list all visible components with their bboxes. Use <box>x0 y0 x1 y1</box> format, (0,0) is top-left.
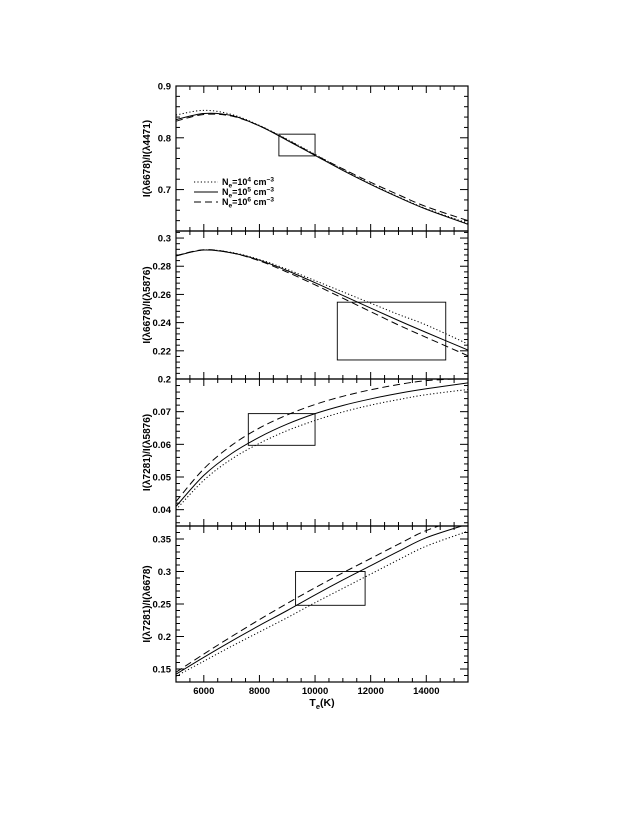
series-line-dashed <box>176 113 468 222</box>
y-axis-label: I(λ7281)/I(λ6678) <box>142 565 153 642</box>
y-tick-label: 0.05 <box>153 473 172 484</box>
chart-panel-4: 0.15 0.2 0.25 0.3 0.35 6000 8000 10000 12000 1400… <box>142 525 469 711</box>
plot-frame <box>175 525 469 683</box>
y-tick-label: 0.24 <box>153 318 172 329</box>
y-tick-label: 0.35 <box>153 535 172 546</box>
series-line-solid <box>176 382 468 507</box>
observation-box <box>295 571 366 606</box>
y-tick-label: 0.07 <box>153 407 172 418</box>
observation-box <box>278 133 316 157</box>
y-tick-label: 0.06 <box>153 440 172 451</box>
y-tick-label: 0.15 <box>153 665 172 676</box>
legend-entry: Ne=104 cm−3 <box>222 177 274 190</box>
chart-panel-3: 0.04 0.05 0.06 0.07 0.2 I(λ7281)/I(λ5876) <box>142 375 469 527</box>
x-tick-label: 8000 <box>249 686 270 697</box>
series-line-solid <box>176 112 468 225</box>
y-tick-label: 0.2 <box>158 375 171 386</box>
y-axis-label: I(λ7281)/I(λ5876) <box>142 414 153 491</box>
y-tick-label: 0.25 <box>153 600 172 611</box>
legend-entry: Ne=105 cm−3 <box>222 187 274 200</box>
series-line-dotted <box>176 109 468 224</box>
y-tick-label: 0.3 <box>158 234 171 245</box>
series-line-dashed <box>176 526 441 673</box>
series-line-dashed <box>176 249 468 357</box>
y-tick-label: 0.26 <box>153 290 172 301</box>
legend-entry: Ne=106 cm−3 <box>222 197 274 210</box>
y-tick-label: 0.22 <box>153 346 172 357</box>
y-tick-label: 0.7 <box>158 185 171 196</box>
y-tick-label: 0.28 <box>153 262 172 273</box>
y-tick-label: 0.04 <box>153 505 172 516</box>
series-line-dotted <box>176 530 468 677</box>
series-line-solid <box>176 526 464 675</box>
chart-panel-2: 0.22 0.24 0.26 0.28 0.3 I(λ6678)/I(λ5876) <box>142 230 469 380</box>
observation-box <box>247 413 316 446</box>
series-line-dotted <box>176 388 468 511</box>
x-tick-label: 12000 <box>357 686 383 697</box>
legend: Ne=104 cm−3Ne=105 cm−3Ne=106 cm−3 <box>194 177 274 210</box>
y-tick-label: 0.9 <box>158 82 171 93</box>
series-line-dotted <box>176 249 468 345</box>
y-axis-label: I(λ6678)/I(λ5876) <box>142 266 153 343</box>
chart-panel-1: 0.70.80.9I(λ6678)/I(λ4471) Ne=104 cm−3Ne=… <box>142 82 469 232</box>
plot-frame <box>175 230 469 380</box>
x-tick-label: 6000 <box>193 686 214 697</box>
x-axis-label: Te(K) <box>309 697 334 711</box>
observation-box <box>336 301 447 361</box>
y-tick-label: 0.2 <box>158 632 171 643</box>
y-tick-label: 0.8 <box>158 133 171 144</box>
series-line-solid <box>176 249 468 351</box>
x-tick-label: 10000 <box>302 686 328 697</box>
x-tick-label: 14000 <box>413 686 439 697</box>
series-line-dashed <box>176 379 465 502</box>
y-tick-label: 0.3 <box>158 567 171 578</box>
y-axis-label: I(λ6678)/I(λ4471) <box>142 120 153 197</box>
plot-frame <box>175 378 469 527</box>
